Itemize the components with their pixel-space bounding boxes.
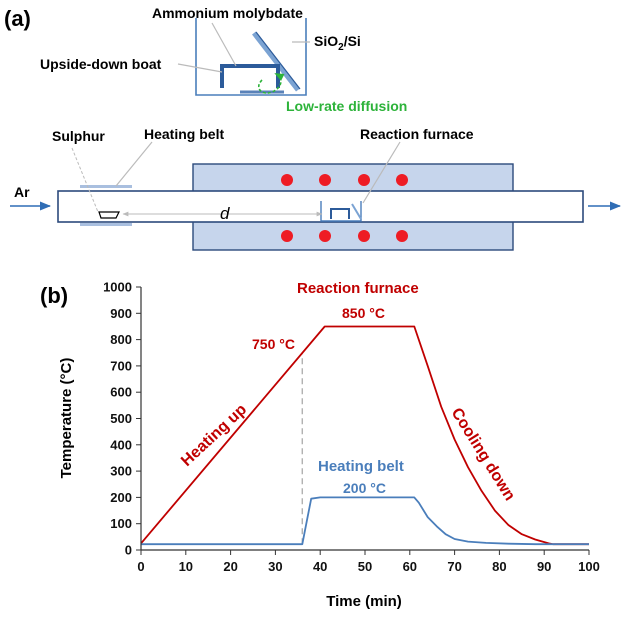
heating-belt-top: [80, 185, 132, 188]
furnace-lower-block: [192, 220, 514, 251]
furnace-setup: [10, 141, 622, 251]
x-axis: 0 10 20 30 40 50 60 70 80 90 100: [137, 550, 600, 574]
inset-crucible: [195, 18, 307, 96]
heater-dot: [281, 174, 293, 186]
ammonium-molybdate-label: Ammonium molybdate: [152, 5, 303, 21]
temperature-chart: 0 100 200 300 400 500 600 700 800 900 1000 0 10 20 30…: [103, 280, 600, 575]
heater-dot: [396, 230, 408, 242]
y-tick-label: 600: [110, 385, 132, 400]
y-tick-label: 900: [110, 306, 132, 321]
x-tick-label: 20: [223, 559, 237, 574]
heater-dot: [281, 230, 293, 242]
leader-heating-belt: [115, 141, 153, 187]
x-tick-label: 10: [179, 559, 193, 574]
heater-dot: [358, 230, 370, 242]
y-axis-title: Temperature (°C): [58, 358, 75, 479]
substrate-label: SiO2/Si: [314, 33, 361, 53]
boat-inset: [177, 18, 310, 96]
chart-reaction-furnace-label: Reaction furnace: [297, 280, 419, 297]
furnace-boat: [330, 208, 350, 219]
x-tick-label: 50: [358, 559, 372, 574]
x-tick-label: 40: [313, 559, 327, 574]
series-group: [140, 325, 589, 546]
y-tick-label: 300: [110, 464, 132, 479]
t200-label: 200 °C: [343, 480, 386, 496]
panel-b-label: (b): [40, 283, 68, 308]
distance-label: d: [220, 204, 230, 223]
series-line-reaction-furnace: [140, 325, 589, 546]
upside-down-boat-label: Upside-down boat: [40, 56, 162, 72]
heater-dot: [319, 174, 331, 186]
leader-reaction-furnace: [362, 141, 401, 204]
inset-wafer-edge: [255, 31, 301, 90]
heating-belt-label: Heating belt: [144, 126, 224, 142]
furnace-upper-block: [192, 163, 514, 193]
reaction-furnace-label: Reaction furnace: [360, 126, 474, 142]
y-tick-label: 1000: [103, 280, 132, 295]
y-tick-label: 700: [110, 358, 132, 373]
y-tick-label: 100: [110, 516, 132, 531]
y-tick-label: 200: [110, 490, 132, 505]
y-tick-label: 0: [125, 543, 132, 558]
x-tick-label: 30: [268, 559, 282, 574]
y-tick-label: 500: [110, 411, 132, 426]
heater-dot: [396, 174, 408, 186]
gas-label: Ar: [14, 184, 30, 200]
heating-up-label: Heating up: [178, 401, 250, 470]
y-axis: 0 100 200 300 400 500 600 700 800 900 1000: [103, 280, 141, 558]
t850-label: 850 °C: [342, 305, 385, 321]
x-tick-label: 70: [447, 559, 461, 574]
heater-dot: [358, 174, 370, 186]
panel-a-label: (a): [4, 6, 31, 31]
x-tick-label: 0: [137, 559, 144, 574]
x-axis-title: Time (min): [326, 593, 402, 610]
x-tick-label: 100: [578, 559, 600, 574]
sulphur-boat: [98, 211, 120, 219]
heater-dot: [319, 230, 331, 242]
heating-belt-bottom: [80, 223, 132, 226]
y-tick-label: 800: [110, 332, 132, 347]
y-tick-label: 400: [110, 437, 132, 452]
leader-sulphur: [71, 147, 99, 213]
x-tick-label: 90: [537, 559, 551, 574]
panel-a: (a) Ammonium molybdate SiO2/Si Upside-do…: [4, 5, 622, 251]
low-rate-diffusion-label: Low-rate diffusion: [286, 98, 407, 114]
diffusion-arrow: [257, 73, 285, 94]
x-tick-label: 80: [492, 559, 506, 574]
x-tick-label: 60: [403, 559, 417, 574]
chart-heating-belt-label: Heating belt: [318, 458, 404, 475]
inset-wafer: [252, 31, 300, 92]
leader-ammonium: [211, 22, 237, 67]
panel-b: (b) 0 100 200 300 400 500 600 700 800 900 1000 0 10…: [40, 280, 600, 611]
leader-boat: [177, 63, 223, 73]
furnace-crucible: [320, 201, 362, 222]
sulphur-label: Sulphur: [52, 128, 105, 144]
series-line-heating-belt: [141, 496, 589, 546]
cooling-down-label: Cooling down: [448, 405, 518, 504]
inset-boat: [220, 64, 280, 88]
t750-label: 750 °C: [252, 336, 295, 352]
furnace-wafer: [351, 203, 362, 220]
